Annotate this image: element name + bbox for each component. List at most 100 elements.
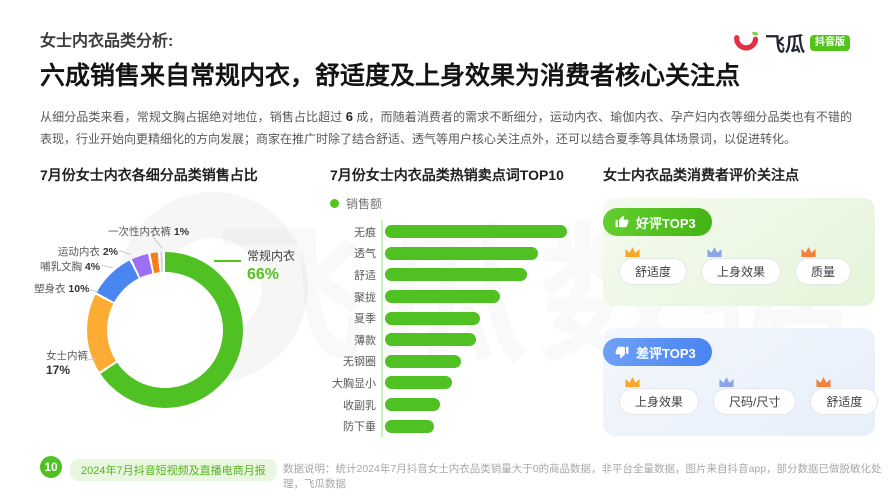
bar-row: 薄款	[330, 329, 590, 351]
bar-chart-title: 7月份女士内衣品类热销卖点词TOP10	[330, 167, 564, 183]
bar-rows: 无痕透气舒适聚拢夏季薄款无钢圈大胸显小收副乳防下垂	[330, 221, 590, 437]
bar-row: 防下垂	[330, 415, 590, 437]
review-keyword: 舒适度	[810, 377, 879, 415]
bar-category-label: 舒适	[354, 269, 376, 282]
donut-label-disposable: 一次性内衣裤 1%	[108, 224, 189, 239]
negative-badge: 差评TOP3	[603, 338, 712, 366]
sales-bar	[385, 311, 480, 325]
negative-badge-label: 差评TOP3	[636, 345, 696, 361]
donut-category: 塑身衣	[34, 283, 66, 295]
reviews-title: 女士内衣品类消费者评价关注点	[603, 167, 799, 183]
sales-bar	[385, 419, 435, 433]
leader-line	[101, 264, 113, 269]
bar-category-label: 防下垂	[343, 421, 376, 434]
donut-value: 10%	[68, 283, 90, 295]
crown-rank-1-icon	[624, 246, 641, 258]
negative-review-card: 差评TOP3 上身效果 尺码/尺寸 舒适度	[603, 328, 879, 436]
brand-logo: 飞瓜 抖音版	[733, 28, 850, 57]
thumbs-down-icon	[615, 345, 629, 359]
section-eyebrow: 女士内衣品类分析:	[40, 33, 174, 50]
review-keyword: 质量	[795, 247, 852, 285]
crown-rank-3-icon	[815, 376, 832, 388]
review-keyword: 上身效果	[701, 247, 782, 285]
donut-value: 66%	[247, 266, 280, 283]
legend-label: 销售额	[346, 197, 383, 211]
donut-category: 女士内裤	[46, 350, 88, 362]
review-keyword-label: 质量	[795, 258, 852, 285]
intro-text-2: 成，而随着消费者的需求不断细分，运动内衣、瑜伽内衣、孕产妇内衣等细分品类也有不错…	[40, 110, 852, 146]
donut-category: 哺乳文胸	[40, 261, 82, 273]
donut-chart	[87, 252, 243, 408]
bar-category-label: 聚拢	[354, 291, 376, 304]
bar-row: 无痕	[330, 221, 590, 243]
sales-bar	[385, 290, 500, 304]
report-title-pill: 2024年7月抖音短视频及直播电商月报	[70, 459, 277, 481]
sales-bar	[385, 225, 567, 239]
donut-value: 17%	[46, 363, 71, 377]
bar-category-label: 大胸显小	[332, 377, 376, 390]
sales-bar	[385, 246, 538, 260]
sales-bar	[385, 376, 453, 390]
donut-category: 运动内衣	[57, 246, 100, 258]
sales-bar	[385, 354, 462, 368]
review-keyword-label: 舒适度	[619, 258, 688, 285]
crown-rank-2-icon	[706, 246, 723, 258]
brand-name: 飞瓜	[765, 34, 805, 56]
negative-pills: 上身效果 尺码/尺寸 舒适度	[619, 377, 879, 415]
bar-category-label: 夏季	[354, 313, 376, 326]
intro-paragraph: 从细分品类来看，常规文胸占据绝对地位，销售占比超过 6 成，而随着消费者的需求不…	[40, 106, 852, 150]
bar-chart-axis-line	[381, 220, 383, 437]
bar-row: 舒适	[330, 264, 590, 286]
donut-label-shapewear: 塑身衣 10%	[34, 281, 90, 296]
page-number: 10	[40, 456, 62, 478]
donut-value: 4%	[84, 261, 101, 273]
bar-category-label: 收副乳	[343, 399, 376, 412]
sales-bar	[385, 333, 476, 347]
review-keyword-label: 上身效果	[701, 258, 782, 285]
donut-category: 一次性内衣裤	[108, 226, 171, 238]
review-keyword: 舒适度	[619, 247, 688, 285]
crown-rank-2-icon	[718, 376, 735, 388]
donut-label-regular: 常规内衣 66%	[247, 247, 295, 284]
feigua-logo-icon	[733, 30, 760, 56]
bar-chart-legend: 销售额	[330, 195, 382, 212]
legend-dot-icon	[330, 199, 339, 208]
crown-rank-3-icon	[800, 246, 817, 258]
donut-value: 2%	[102, 246, 118, 258]
donut-chart-title: 7月份女士内衣各细分品类销售占比	[40, 167, 258, 183]
positive-review-card: 好评TOP3 舒适度 上身效果 质量	[603, 198, 875, 306]
bar-category-label: 透气	[354, 248, 376, 261]
bar-row: 收副乳	[330, 394, 590, 416]
intro-highlight-number: 6	[345, 109, 353, 124]
thumbs-up-icon	[615, 215, 629, 229]
donut-label-panties: 女士内裤 17%	[46, 348, 88, 377]
bar-row: 夏季	[330, 307, 590, 329]
leader-line-highlight	[214, 260, 241, 262]
review-keyword-label: 上身效果	[619, 388, 700, 415]
donut-label-sport: 运动内衣 2%	[40, 244, 118, 259]
brand-edition-badge: 抖音版	[810, 34, 850, 51]
bar-row: 透气	[330, 243, 590, 265]
sales-bar	[385, 398, 440, 412]
data-source-note: 数据说明：统计2024年7月抖音女士内衣品类销量大于0的商品数据，非平台全量数据…	[283, 463, 882, 490]
bar-row: 无钢圈	[330, 351, 590, 373]
review-keyword-label: 尺码/尺寸	[713, 388, 797, 415]
review-keyword: 上身效果	[619, 377, 700, 415]
review-keyword: 尺码/尺寸	[713, 377, 797, 415]
positive-pills: 舒适度 上身效果 质量	[619, 247, 852, 285]
bar-category-label: 无钢圈	[343, 356, 376, 369]
page-title: 六成销售来自常规内衣，舒适度及上身效果为消费者核心关注点	[40, 62, 741, 90]
donut-label-nursing: 哺乳文胸 4%	[40, 259, 100, 274]
intro-text-1: 从细分品类来看，常规文胸占据绝对地位，销售占比超过	[40, 110, 346, 124]
review-keyword-label: 舒适度	[810, 388, 879, 415]
sales-bar	[385, 268, 527, 282]
bar-category-label: 薄款	[354, 334, 376, 347]
donut-category: 常规内衣	[247, 249, 296, 263]
bar-row: 大胸显小	[330, 372, 590, 394]
crown-rank-1-icon	[624, 376, 641, 388]
positive-badge-label: 好评TOP3	[636, 215, 696, 231]
positive-badge: 好评TOP3	[603, 208, 712, 236]
bar-row: 聚拢	[330, 286, 590, 308]
donut-value: 1%	[173, 226, 190, 238]
